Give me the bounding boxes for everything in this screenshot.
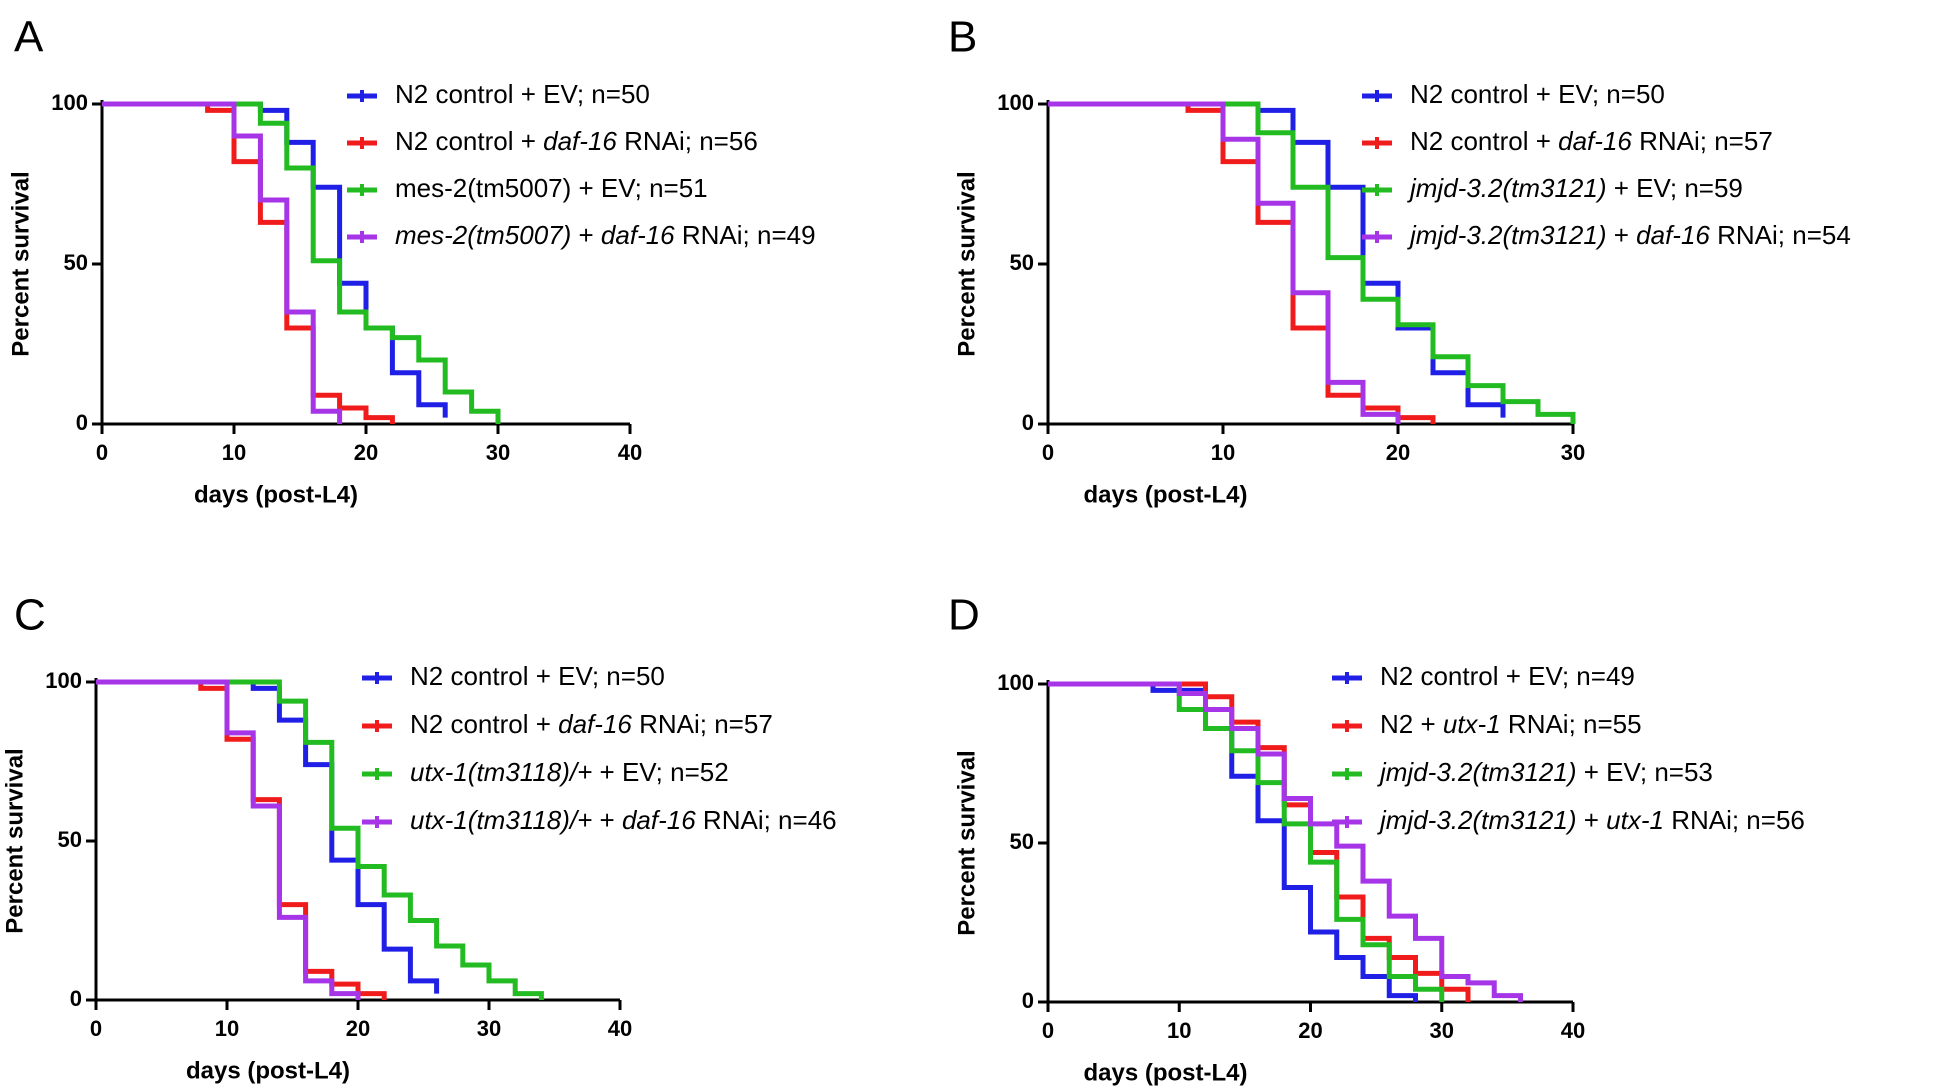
x-axis-title: days (post-L4): [194, 481, 358, 508]
y-axis-title: Percent survival: [1, 748, 28, 933]
legend-label-red: N2 control + daf-16 RNAi; n=57: [1410, 126, 1773, 156]
x-tick-label: 40: [608, 1016, 632, 1041]
y-axis-title: Percent survival: [7, 171, 34, 356]
series-line-purple: [102, 104, 340, 424]
y-tick-label: 50: [1010, 250, 1034, 275]
y-tick-label: 100: [51, 90, 88, 115]
x-tick-label: 40: [618, 440, 642, 465]
panel-letter: C: [14, 591, 46, 640]
y-tick-label: 0: [70, 986, 82, 1011]
x-tick-label: 40: [1561, 1018, 1585, 1043]
legend-label-purple: utx-1(tm3118)/+ + daf-16 RNAi; n=46: [410, 805, 837, 835]
legend-label-green: utx-1(tm3118)/+ + EV; n=52: [410, 757, 729, 787]
y-tick-label: 50: [58, 827, 82, 852]
series-line-purple: [96, 682, 358, 1000]
x-tick-label: 10: [222, 440, 246, 465]
legend-label-purple: jmjd-3.2(tm3121) + utx-1 RNAi; n=56: [1377, 805, 1805, 835]
x-axis-title: days (post-L4): [1083, 1059, 1247, 1086]
y-tick-label: 50: [64, 250, 88, 275]
series-line-red: [1048, 104, 1433, 424]
y-tick-label: 100: [997, 90, 1034, 115]
legend-label-blue: N2 control + EV; n=50: [395, 79, 650, 109]
survival-figure: A0501000 10 20 30 40days (post-L4)Percent su…: [0, 0, 1946, 1088]
x-tick-label: 30: [486, 440, 510, 465]
y-axis-title: Percent survival: [953, 171, 980, 356]
x-tick-label: 30: [1430, 1018, 1454, 1043]
legend-label-red: N2 control + daf-16 RNAi; n=57: [410, 709, 773, 739]
legend-label-purple: jmjd-3.2(tm3121) + daf-16 RNAi; n=54: [1407, 220, 1851, 250]
x-tick-label: 0: [96, 440, 108, 465]
panel-b: B 0 50 100 0 10 20 30 days (post-L4) Percent surv…: [948, 13, 1851, 509]
panel-letter: B: [948, 13, 977, 62]
legend-label-red: N2 + utx-1 RNAi; n=55: [1380, 709, 1642, 739]
y-tick-label: 0: [1022, 988, 1034, 1013]
legend-label-blue: N2 control + EV; n=50: [1410, 79, 1665, 109]
x-tick-label: 20: [346, 1016, 370, 1041]
legend-label-green: jmjd-3.2(tm3121) + EV; n=59: [1407, 173, 1743, 203]
x-tick-label: 20: [1386, 440, 1410, 465]
legend-label-green: mes-2(tm5007) + EV; n=51: [395, 173, 708, 203]
x-tick-label: 30: [1561, 440, 1585, 465]
x-tick-label: 0: [1042, 1018, 1054, 1043]
x-axis-title: days (post-L4): [186, 1057, 350, 1084]
legend-label-blue: N2 control + EV; n=49: [1380, 661, 1635, 691]
series-line-blue: [96, 682, 437, 994]
legend-label-green: jmjd-3.2(tm3121) + EV; n=53: [1377, 757, 1713, 787]
legend-label-blue: N2 control + EV; n=50: [410, 661, 665, 691]
panel-a: A 0 50 100 0 10 20 30 40 days (post-L4) Percent su…: [7, 13, 815, 509]
x-tick-label: 10: [1211, 440, 1235, 465]
legend-label-purple: mes-2(tm5007) + daf-16 RNAi; n=49: [395, 220, 816, 250]
panel-letter: A: [14, 13, 44, 62]
y-tick-label: 0: [76, 410, 88, 435]
panel-d: D 0 50 100 0 10 20 30 40 days (post-L4) Percent su…: [948, 591, 1805, 1087]
x-tick-label: 0: [1042, 440, 1054, 465]
y-axis-title: Percent survival: [953, 750, 980, 935]
x-tick-label: 30: [477, 1016, 501, 1041]
series-line-red: [96, 682, 384, 1000]
x-tick-label: 0: [90, 1016, 102, 1041]
x-tick-label: 20: [354, 440, 378, 465]
x-tick-label: 10: [215, 1016, 239, 1041]
x-tick-label: 20: [1298, 1018, 1322, 1043]
series-line-blue: [102, 104, 445, 418]
y-tick-label: 50: [1010, 829, 1034, 854]
y-tick-label: 100: [997, 670, 1034, 695]
y-tick-label: 100: [45, 668, 82, 693]
y-tick-label: 0: [1022, 410, 1034, 435]
panel-c: C 0 50 100 0 10 20 30 40 days (post-L4) Percent su…: [1, 591, 836, 1085]
x-axis-title: days (post-L4): [1083, 481, 1247, 508]
x-tick-label: 10: [1167, 1018, 1191, 1043]
legend-label-red: N2 control + daf-16 RNAi; n=56: [395, 126, 758, 156]
panel-letter: D: [948, 591, 980, 640]
series-line-red: [102, 104, 392, 424]
